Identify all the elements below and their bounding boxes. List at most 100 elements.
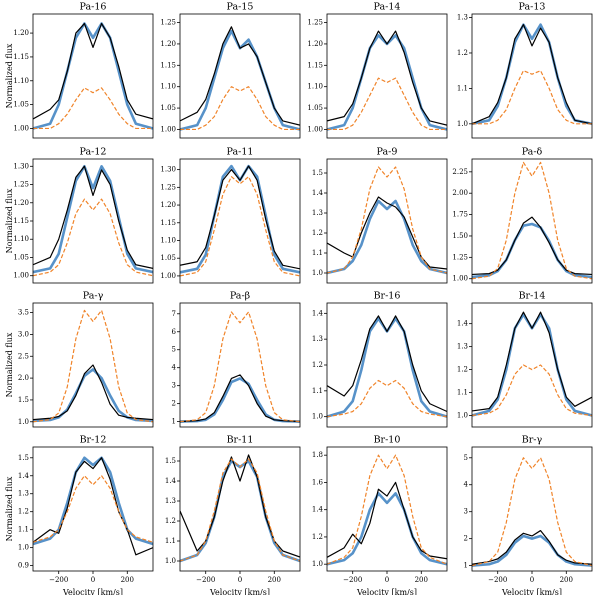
y-tick-label: 1.25	[13, 181, 29, 189]
panel-title: Pa-12	[80, 147, 107, 158]
y-tick-label: 2.25	[452, 168, 468, 176]
y-tick-label: 1.2	[457, 366, 468, 374]
panel: Br-16 1.0 1.1 1.2 1.3 1.4	[312, 291, 448, 428]
panel: Pa-11 1.00 1.05 1.10 1.15 1.20 1.25 1.30	[160, 147, 301, 284]
x-tick-label: 0	[238, 576, 242, 584]
y-tick-label: 1.15	[13, 53, 29, 61]
profile-line	[472, 534, 592, 567]
y-tick-label: 1.0	[457, 412, 468, 420]
profile-line	[472, 70, 592, 125]
x-tick-label: −200	[488, 576, 507, 584]
y-tick-label: 6	[172, 328, 177, 336]
panel-title: Br-10	[374, 435, 401, 446]
y-tick-label: 1.5	[18, 454, 29, 462]
y-tick-label: 1.8	[312, 451, 323, 459]
plot-area	[472, 311, 592, 417]
y-tick-label: 1.10	[13, 235, 29, 243]
x-axis-label: Velocity [km/s]	[62, 588, 123, 595]
profile-line	[180, 459, 300, 563]
profile-line	[327, 481, 447, 560]
x-tick-label: −200	[49, 576, 68, 584]
panel: Pa-15 1.00 1.05 1.10 1.15 1.20 1.25	[160, 2, 301, 139]
y-tick-label: 1.2	[312, 533, 323, 541]
panel: Pa-14 1.00 1.05 1.10 1.15 1.20 1.25	[307, 2, 448, 139]
y-tick-label: 1.0	[312, 560, 323, 568]
panel-title: Br-12	[80, 435, 107, 446]
y-tick-label: 1.15	[160, 219, 176, 227]
y-tick-label: 1.1	[312, 387, 323, 395]
profile-line	[33, 164, 153, 274]
y-tick-label: 1.10	[160, 236, 176, 244]
panel-title: Br-γ	[522, 435, 543, 446]
y-tick-label: 1.3	[457, 14, 468, 22]
y-tick-label: 4	[464, 481, 469, 489]
panel: Pa-13 1.0 1.1 1.2 1.3	[457, 2, 593, 139]
y-tick-label: 1.4	[165, 477, 177, 485]
plot-area	[33, 456, 153, 556]
profile-line	[472, 364, 592, 417]
x-tick-label: −200	[343, 576, 362, 584]
panel-frame	[471, 446, 593, 572]
panel: Pa-12 Normalized flux 1.00 1.05 1.10 1.15 1.20…	[5, 147, 154, 284]
profile-line	[327, 454, 447, 565]
plot-area	[327, 454, 447, 566]
y-tick-label: 1.10	[307, 83, 323, 91]
y-axis-label: Normalized flux	[5, 43, 14, 108]
panel-frame	[471, 13, 593, 139]
y-tick-label: 1.6	[312, 478, 324, 486]
panel-frame	[32, 302, 154, 428]
profile-line	[180, 454, 300, 558]
y-tick-label: 1.20	[13, 29, 29, 37]
profile-line	[472, 222, 592, 279]
panel-title: Pa-β	[230, 291, 251, 302]
plot-area	[472, 161, 592, 280]
y-tick-label: 1.4	[312, 189, 324, 197]
y-tick-label: 1.05	[160, 254, 176, 262]
y-tick-label: 1	[464, 562, 468, 570]
panel-title: Pa-14	[374, 2, 401, 13]
profile-line	[33, 368, 153, 423]
profile-line	[33, 309, 153, 423]
panel: Pa-γ Normalized flux 1.0 1.5 2.0 2.5 3.0 3.5	[5, 291, 154, 428]
profile-line	[33, 198, 153, 277]
y-tick-label: 1.5	[18, 396, 29, 404]
panel: Pa-δ 1.00 1.25 1.50 1.75 2.00 2.25	[452, 147, 593, 284]
plot-area	[327, 166, 447, 275]
y-tick-label: 1.0	[312, 413, 323, 421]
panel-frame	[179, 158, 301, 284]
plot-area	[327, 30, 447, 131]
y-tick-label: 0.9	[18, 562, 29, 570]
y-tick-label: 1.00	[160, 272, 176, 280]
profile-line	[472, 23, 592, 126]
profile-line	[33, 457, 153, 556]
profile-line	[33, 475, 153, 543]
y-tick-label: 1.0	[18, 418, 29, 426]
panel: Br-12 Normalized flux Velocity [km/s] 0.9 1.…	[5, 435, 154, 595]
y-tick-label: 1.50	[452, 232, 468, 240]
plot-area	[180, 164, 300, 277]
y-tick-label: 1.75	[452, 211, 468, 219]
profile-line	[180, 164, 300, 274]
profile-line	[180, 86, 300, 131]
panel-frame	[179, 446, 301, 572]
y-tick-label: 1.15	[160, 61, 176, 69]
y-tick-label: 1.20	[160, 201, 176, 209]
panel-frame	[32, 446, 154, 572]
x-tick-label: 200	[268, 576, 281, 584]
y-tick-label: 1.3	[312, 335, 323, 343]
y-tick-label: 1.05	[307, 104, 323, 112]
profile-line	[180, 311, 300, 423]
y-tick-label: 1.3	[312, 209, 323, 217]
panel-title: Pa-11	[227, 147, 254, 158]
y-tick-label: 3.0	[18, 330, 29, 338]
profile-line	[180, 377, 300, 423]
y-tick-label: 1.00	[160, 125, 176, 133]
y-tick-label: 1.3	[165, 497, 176, 505]
profile-line	[327, 315, 447, 413]
y-tick-label: 1.30	[13, 162, 29, 170]
y-axis-label: Normalized flux	[5, 188, 14, 253]
y-tick-label: 1.2	[312, 361, 323, 369]
y-tick-label: 1.1	[18, 526, 29, 534]
profile-line	[327, 30, 447, 126]
